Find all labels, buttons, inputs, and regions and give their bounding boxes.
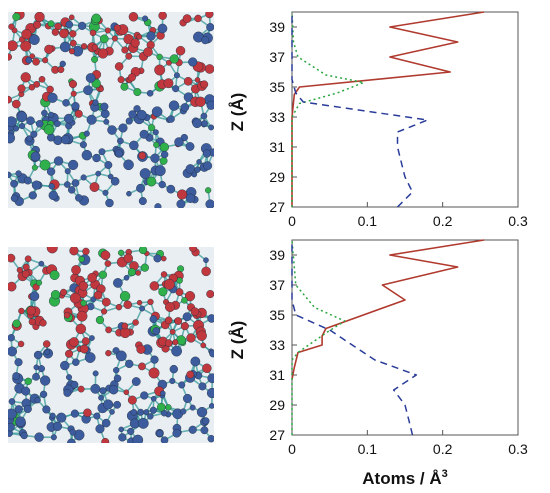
- y-axis-label: Z (Å): [228, 93, 247, 132]
- series-group: [291, 239, 485, 436]
- bottom-snapshot: [8, 247, 214, 443]
- y-tick-label: 29: [269, 397, 285, 413]
- y-tick-label: 31: [269, 367, 285, 383]
- series-line-solid: [291, 11, 485, 207]
- series-line-dashed: [291, 12, 429, 208]
- y-tick-label: 39: [269, 247, 285, 263]
- x-tick-label: 0.3: [508, 441, 528, 457]
- y-tick-label: 37: [269, 49, 285, 65]
- x-tick-label: 0.2: [433, 441, 453, 457]
- top-snapshot: [8, 12, 214, 208]
- y-tick-label: 39: [269, 19, 285, 35]
- series-line-dotted: [291, 239, 346, 435]
- y-tick-label: 31: [269, 139, 285, 155]
- y-axis-label: Z (Å): [228, 321, 247, 360]
- y-tick-label: 35: [269, 79, 285, 95]
- x-ticks: 0 0.1 0.2 0.3: [288, 430, 528, 457]
- x-ticks: 0 0.1 0.2 0.3: [288, 202, 528, 229]
- x-tick-label: 0.2: [433, 213, 453, 229]
- x-tick-label: 0.1: [358, 441, 378, 457]
- bottom-density-chart: Z (Å) 27 29 31 33 35 37 39 0 0.1 0.2 0.3 Atoms / …: [228, 239, 528, 488]
- x-axis-label: Atoms / Å3: [362, 468, 447, 488]
- x-tick-label: 0.1: [358, 213, 378, 229]
- molecular-snapshot-icon: [8, 12, 214, 208]
- y-tick-label: 27: [269, 427, 285, 443]
- plot-frame: [291, 239, 519, 436]
- y-tick-label: 29: [269, 169, 285, 185]
- series-line-solid: [291, 239, 485, 380]
- y-tick-label: 33: [269, 337, 285, 353]
- series-group: [291, 11, 485, 208]
- x-tick-label: 0: [288, 213, 296, 229]
- y-tick-label: 35: [269, 307, 285, 323]
- series-line-dashed: [291, 240, 418, 436]
- series-line-dotted: [291, 11, 365, 207]
- y-tick-label: 27: [269, 199, 285, 215]
- y-ticks: 27 29 31 33 35 37 39: [269, 247, 297, 443]
- x-tick-label: 0.3: [508, 213, 528, 229]
- top-density-chart: Z (Å) 27 29 31 33 35 37 39 0 0.1 0.2 0.3: [228, 11, 528, 229]
- molecular-snapshot-icon: [8, 247, 214, 443]
- y-tick-label: 33: [269, 109, 285, 125]
- y-tick-label: 37: [269, 277, 285, 293]
- y-ticks: 27 29 31 33 35 37 39: [269, 19, 297, 215]
- x-tick-label: 0: [288, 441, 296, 457]
